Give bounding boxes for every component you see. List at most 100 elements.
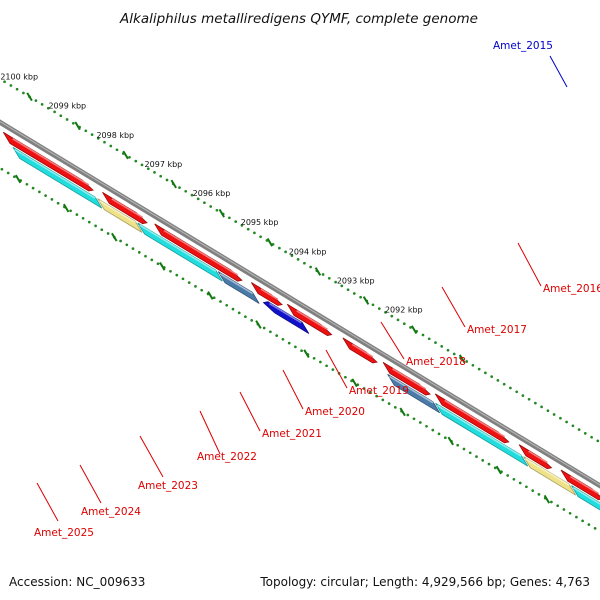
ruler-dot <box>128 155 131 159</box>
ruler-dot <box>56 201 60 205</box>
ruler-dot <box>425 424 428 428</box>
gene-arrow-red-highlight <box>351 343 374 358</box>
ruler-dot <box>103 140 106 144</box>
gene-label: Amet_2024 <box>81 506 141 518</box>
gene-label: Amet_2022 <box>197 451 257 463</box>
ruler-tick-label: 2096 kbp <box>193 189 231 198</box>
ruler-dot <box>269 330 272 334</box>
ruler-dot <box>334 280 337 284</box>
ruler-dot <box>262 326 266 330</box>
cds-bar-cyan <box>435 402 529 467</box>
ruler-dot <box>215 208 219 212</box>
gene-label: Amet_2015 <box>493 40 553 52</box>
cds-bar-khaki <box>97 198 143 233</box>
ruler-major-tick <box>159 261 166 271</box>
gene-arrow-red <box>434 393 510 444</box>
ruler-dot <box>521 394 525 397</box>
ruler-dot <box>15 87 19 91</box>
ruler-dot <box>331 368 335 371</box>
ruler-major-tick <box>218 208 225 218</box>
ruler-dot <box>259 235 262 239</box>
ruler-dot <box>344 375 347 379</box>
leader-line <box>239 391 261 432</box>
leader-line <box>199 410 221 455</box>
ruler-major-tick <box>74 121 81 131</box>
ruler-dot <box>496 379 500 382</box>
leader-line <box>139 435 164 478</box>
gene-label: Amet_2018 <box>406 356 466 368</box>
gene-arrow-red <box>342 337 378 364</box>
gene-arrow-red <box>560 469 600 501</box>
backbone-line <box>0 119 600 489</box>
leader-line <box>282 369 304 410</box>
ruler-dot <box>493 466 497 470</box>
gene-label: Amet_2019 <box>349 385 409 397</box>
backbone-highlight <box>0 120 600 486</box>
ruler-dot <box>440 345 444 348</box>
ruler-tick-label: 2099 kbp <box>48 102 86 111</box>
cds-bar-steel-highlight <box>219 273 254 295</box>
gene-arrow-red-highlight <box>528 450 548 464</box>
ruler-dot <box>437 432 441 436</box>
ruler-dot <box>165 178 169 182</box>
ruler-dot <box>119 239 122 243</box>
ruler-major-tick <box>362 296 370 305</box>
ruler-major-tick <box>62 203 70 213</box>
ruler-major-tick <box>410 325 418 335</box>
ruler-dot <box>200 288 204 292</box>
ruler-dot <box>134 159 138 163</box>
ruler-dot <box>583 432 587 435</box>
ruler-dot <box>296 258 300 261</box>
ruler-dot <box>178 186 181 189</box>
gene-arrow-red <box>102 191 148 225</box>
ruler-dot <box>59 114 63 118</box>
ruler-dot <box>156 262 160 266</box>
ruler-dot <box>278 246 281 250</box>
ruler-dot <box>290 254 294 257</box>
ruler-dot <box>556 504 560 508</box>
gene-arrow-blue <box>262 301 310 334</box>
ruler-dot <box>137 251 141 254</box>
ruler-dot <box>31 186 35 190</box>
gene-label: Amet_2021 <box>262 428 322 440</box>
ruler-dot <box>462 447 466 451</box>
ruler-dot <box>237 311 241 315</box>
ruler-dot <box>75 213 79 216</box>
ruler-dot <box>144 254 147 258</box>
cds-bar-cyan <box>12 146 103 209</box>
ruler-dot <box>190 193 194 197</box>
ruler-dot <box>431 428 435 432</box>
ruler-dot <box>427 337 431 341</box>
ruler-dot <box>587 523 591 526</box>
gene-label-group: Amet_2015 <box>493 40 568 88</box>
ruler-dot <box>509 386 512 390</box>
ruler-tick-label: 2098 kbp <box>96 131 134 140</box>
ruler-tick-label: 2095 kbp <box>241 218 279 227</box>
ruler-dot <box>527 397 531 401</box>
ruler-dot <box>150 258 154 262</box>
ruler-dot <box>109 144 113 148</box>
ruler-tick-label: 2097 kbp <box>145 160 183 169</box>
ruler-dot <box>153 171 156 174</box>
ruler-dot <box>575 515 578 519</box>
gene-label-group: Amet_2022 <box>197 410 257 463</box>
ruler-dot <box>534 401 537 405</box>
ruler-major-tick <box>170 179 177 189</box>
ruler-dot <box>531 489 535 492</box>
cds-bar-steel <box>387 373 441 414</box>
leader-line <box>517 242 542 287</box>
gene-label-group: Amet_2024 <box>79 464 141 518</box>
leader-line <box>380 321 405 360</box>
ruler-dot <box>434 341 437 344</box>
ruler-dot <box>484 371 487 375</box>
ruler-dot <box>0 167 4 171</box>
gene-label-group: Amet_2019 <box>325 349 409 397</box>
ruler-dot <box>327 276 331 280</box>
ruler-major-tick <box>266 237 274 247</box>
ruler-dot <box>212 296 216 300</box>
ruler-dot <box>22 91 25 95</box>
ruler-dot <box>325 364 328 368</box>
cds-bar-khaki-highlight <box>524 458 570 486</box>
gene-label-group: Amet_2016 <box>517 242 600 295</box>
